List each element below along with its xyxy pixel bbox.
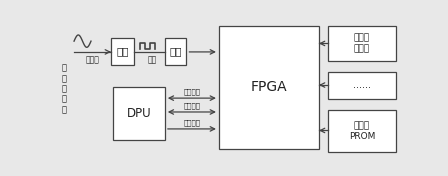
Text: 控制信号: 控制信号 [183, 119, 200, 126]
Text: 可编程
PROM: 可编程 PROM [349, 121, 375, 141]
Text: 数据总线: 数据总线 [183, 102, 200, 109]
Bar [112, 87, 165, 140]
Text: 整形: 整形 [116, 46, 129, 56]
Bar [165, 38, 186, 65]
Text: 正弦波: 正弦波 [86, 55, 99, 64]
Text: 隔离: 隔离 [169, 46, 182, 56]
Text: ......: ...... [353, 80, 371, 90]
Bar [328, 110, 396, 152]
Text: 方波: 方波 [147, 55, 156, 64]
Text: 来
自
汽
轮
机: 来 自 汽 轮 机 [61, 64, 67, 114]
Bar [328, 26, 396, 61]
Bar [219, 26, 319, 149]
Text: FPGA: FPGA [250, 80, 287, 94]
Text: 地址总线: 地址总线 [183, 88, 200, 95]
Text: 标准测
频频率: 标准测 频频率 [354, 34, 370, 53]
Bar [328, 72, 396, 99]
Text: DPU: DPU [126, 107, 151, 120]
Bar [111, 38, 134, 65]
